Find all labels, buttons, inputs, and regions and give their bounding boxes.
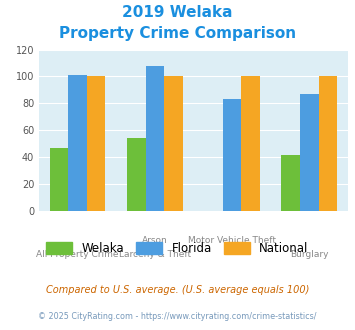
Bar: [87, 77, 105, 211]
Text: Burglary: Burglary: [290, 250, 328, 259]
Bar: [318, 77, 337, 211]
Bar: [223, 99, 241, 211]
Text: Motor Vehicle Theft: Motor Vehicle Theft: [188, 236, 276, 245]
Bar: [69, 75, 87, 211]
Bar: [282, 154, 300, 211]
Bar: [127, 139, 146, 211]
Text: All Property Crime: All Property Crime: [37, 250, 119, 259]
Legend: Welaka, Florida, National: Welaka, Florida, National: [42, 237, 313, 260]
Text: 2019 Welaka: 2019 Welaka: [122, 5, 233, 20]
Text: Larceny & Theft: Larceny & Theft: [119, 250, 191, 259]
Text: Arson: Arson: [142, 236, 168, 245]
Bar: [164, 77, 183, 211]
Bar: [241, 77, 260, 211]
Bar: [146, 66, 164, 211]
Text: © 2025 CityRating.com - https://www.cityrating.com/crime-statistics/: © 2025 CityRating.com - https://www.city…: [38, 312, 317, 321]
Text: Compared to U.S. average. (U.S. average equals 100): Compared to U.S. average. (U.S. average …: [46, 285, 309, 295]
Text: Property Crime Comparison: Property Crime Comparison: [59, 26, 296, 41]
Bar: [300, 94, 318, 211]
Bar: [50, 148, 69, 211]
